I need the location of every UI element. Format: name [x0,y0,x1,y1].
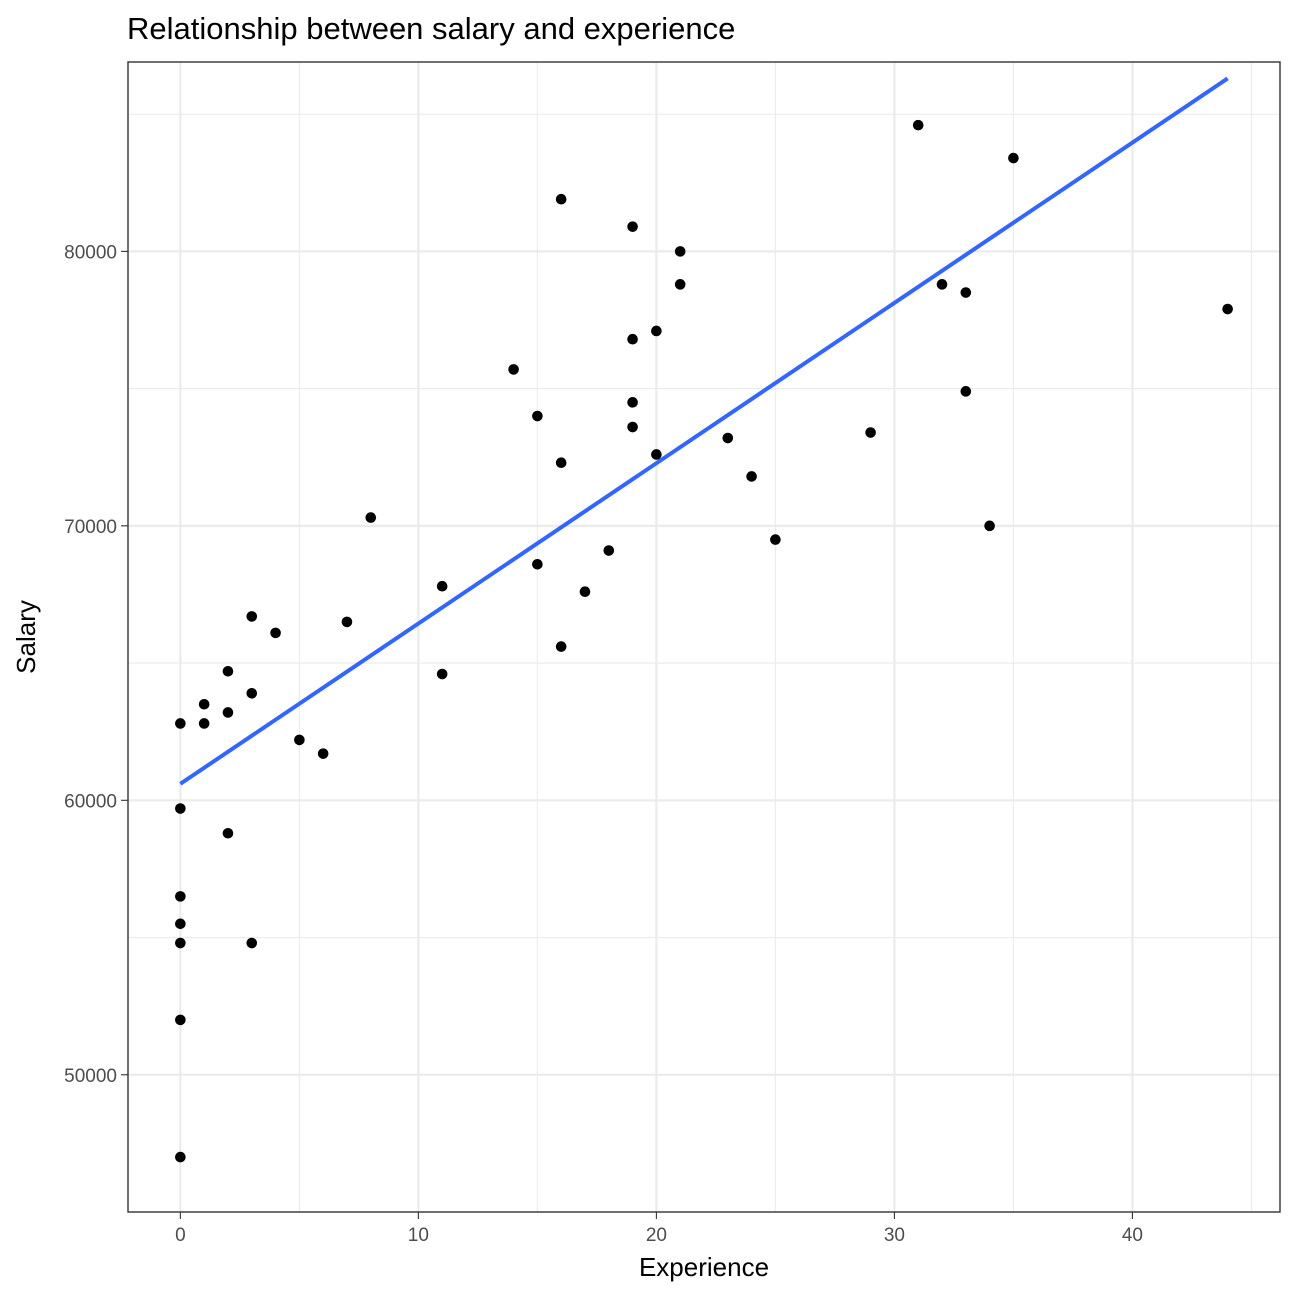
data-point [865,427,876,438]
data-point [246,611,258,622]
axes: 0 10 20 30 40 50000 60000 70000 80000 [64,242,1143,1246]
data-points [175,119,1233,1163]
data-point [532,558,543,570]
data-point [532,410,543,422]
x-tick-label: 0 [175,1225,186,1246]
data-point [270,627,281,639]
data-point [341,616,353,628]
data-point [770,534,781,545]
data-point [175,1014,186,1026]
data-point [984,520,995,532]
data-point [317,748,329,759]
y-tick-label: 50000 [64,1066,117,1087]
data-point [365,512,377,523]
data-point [627,221,638,232]
data-point [436,580,448,592]
y-tick-label: 60000 [64,791,117,812]
data-point [627,333,638,345]
data-point [651,325,662,337]
x-tick-label: 10 [408,1225,429,1246]
panel-border [127,61,1281,1213]
data-point [674,246,686,257]
data-point [1008,152,1019,164]
data-point [579,586,591,598]
data-point [198,718,210,729]
y-tick-label: 70000 [64,517,117,538]
data-point [555,641,567,652]
data-point [1222,303,1233,315]
data-point [555,193,567,205]
x-tick-label: 20 [646,1225,667,1246]
data-point [674,279,686,290]
y-tick-label: 80000 [64,242,117,263]
data-point [960,287,972,298]
fit-lines [179,76,1229,786]
data-point [175,803,186,814]
data-point [175,937,186,949]
data-point [936,279,948,290]
data-point [175,891,186,902]
data-point [651,449,662,460]
x-tick-label: 40 [1122,1225,1143,1246]
x-tick-label: 30 [884,1225,905,1246]
data-point [198,698,210,710]
data-point [627,421,638,433]
data-point [294,734,305,746]
data-point [175,918,186,930]
data-point [746,471,757,482]
y-axis-title: Salary [11,600,41,674]
data-point [222,707,234,718]
data-point [912,119,924,131]
trend-line [179,76,1229,786]
data-point [960,386,972,397]
data-point [508,364,519,375]
data-point [603,545,615,556]
data-point [175,1151,186,1163]
data-point [222,666,234,677]
x-axis-title: Experience [639,1252,769,1282]
data-point [722,432,734,444]
chart-title: Relationship between salary and experien… [127,11,735,46]
data-point [246,687,258,699]
data-point [555,457,567,469]
data-point [627,397,638,408]
grid-lines [128,62,1280,1213]
data-point [436,668,448,680]
data-point [175,718,186,729]
data-point [246,937,258,949]
data-point [222,827,234,839]
